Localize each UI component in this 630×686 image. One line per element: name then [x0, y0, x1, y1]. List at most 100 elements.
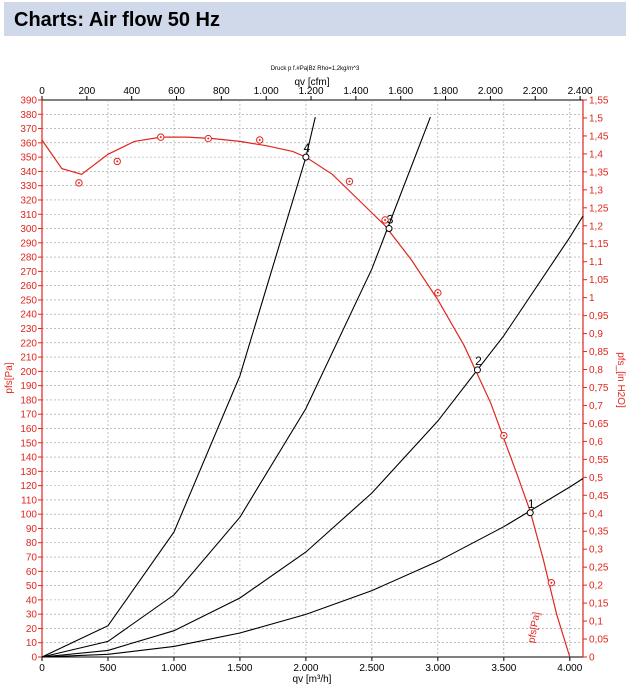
fan-curve-marker-dot: [207, 137, 210, 140]
y-left-tick-label: 0: [31, 653, 37, 664]
y-left-tick-label: 290: [20, 238, 37, 249]
y-left-tick-label: 90: [26, 524, 38, 535]
y-left-tick-label: 360: [20, 138, 37, 149]
y-left-tick-label: 130: [20, 467, 37, 478]
fan-curve-marker-dot: [502, 434, 505, 437]
x-top-tick-label: 1.600: [388, 86, 413, 97]
y-right-tick-label: 0,6: [589, 437, 603, 448]
y-left-tick-label: 310: [20, 210, 37, 221]
y-right-tick-label: 1,2: [589, 221, 603, 232]
y-left-tick-label: 180: [20, 395, 37, 406]
y-right-tick-label: 0,55: [589, 455, 609, 466]
y-right-tick-label: 0,9: [589, 329, 603, 340]
y-right-tick-label: 0,7: [589, 401, 603, 412]
fan-curve-marker-dot: [384, 218, 387, 221]
y-left-tick-label: 140: [20, 453, 37, 464]
y-right-tick-label: 0,5: [589, 473, 603, 484]
y-right-tick-label: 1,3: [589, 185, 603, 196]
y-left-tick-label: 340: [20, 167, 37, 178]
x-top-tick-label: 1.200: [299, 86, 324, 97]
y-right-tick-label: 1,25: [589, 203, 609, 214]
x-bottom-tick-label: 1.500: [227, 663, 252, 674]
y-left-tick-label: 280: [20, 253, 37, 264]
x-top-tick-label: 1.000: [254, 86, 279, 97]
y-left-tick-label: 350: [20, 153, 37, 164]
x-top-tick-label: 0: [39, 86, 45, 97]
y-left-tick-label: 390: [20, 96, 37, 107]
plot-area: [41, 99, 584, 658]
y-right-tick-label: 1,1: [589, 257, 603, 268]
y-right-axis-label: pfs_[in H2O]: [615, 352, 626, 408]
system-curve-2: [41, 215, 584, 658]
y-right-tick-label: 1,15: [589, 239, 609, 250]
y-right-tick-label: 1,05: [589, 275, 609, 286]
y-left-tick-label: 170: [20, 410, 37, 421]
operating-point: [526, 509, 534, 517]
x-top-tick-label: 400: [123, 86, 140, 97]
fan-curve-marker-dot: [258, 138, 261, 141]
axes: 0 500 1.000 1.500 2.000 2.500 3.000 3.500 4.0000…: [20, 86, 609, 674]
fan-curve: [41, 133, 571, 658]
y-left-tick-label: 50: [26, 581, 38, 592]
y-left-tick-label: 330: [20, 181, 37, 192]
system-curve-3: [41, 116, 431, 658]
x-bottom-axis-label: qv [m³/h]: [293, 674, 332, 685]
fan-curve-marker-dot: [550, 581, 553, 584]
y-right-tick-label: 1: [589, 293, 595, 304]
header-bar: Charts: Air flow 50 Hz: [4, 2, 626, 36]
y-left-tick-label: 100: [20, 510, 37, 521]
y-right-tick-label: 0,35: [589, 527, 609, 538]
x-bottom-tick-label: 3.000: [425, 663, 450, 674]
x-top-tick-label: 1.800: [433, 86, 458, 97]
x-top-axis-label: qv [cfm]: [294, 77, 329, 88]
y-left-tick-label: 80: [26, 538, 38, 549]
page-title: Charts: Air flow 50 Hz: [14, 9, 220, 31]
y-left-tick-label: 220: [20, 338, 37, 349]
y-left-axis-label: pfs[Pa]: [4, 362, 15, 393]
fan-curve-marker-dot: [116, 160, 119, 163]
y-left-tick-label: 270: [20, 267, 37, 278]
y-left-tick-label: 380: [20, 110, 37, 121]
y-left-tick-label: 70: [26, 553, 38, 564]
fan-curve-marker-dot: [348, 180, 351, 183]
y-left-tick-label: 40: [26, 595, 38, 606]
y-left-tick-label: 150: [20, 438, 37, 449]
x-top-tick-label: 2.200: [523, 86, 548, 97]
y-right-tick-label: 0,4: [589, 509, 603, 520]
y-left-tick-label: 210: [20, 353, 37, 364]
y-left-tick-label: 20: [26, 624, 38, 635]
x-top-tick-label: 200: [78, 86, 95, 97]
y-left-tick-label: 190: [20, 381, 37, 392]
x-bottom-tick-label: 0: [39, 663, 45, 674]
y-right-tick-label: 0,85: [589, 347, 609, 358]
x-top-tick-label: 1.400: [343, 86, 368, 97]
y-right-tick-label: 0: [589, 653, 595, 664]
y-right-tick-label: 0,75: [589, 383, 609, 394]
operating-point: [302, 153, 310, 161]
fan-curve-label: pfs[Pa]: [526, 611, 542, 644]
y-right-tick-label: 0,05: [589, 635, 609, 646]
x-bottom-tick-label: 500: [100, 663, 117, 674]
operating-point-label: 3: [387, 213, 394, 227]
y-right-tick-label: 0,65: [589, 419, 609, 430]
y-right-tick-label: 0,8: [589, 365, 603, 376]
system-curve-4: [41, 116, 316, 658]
y-left-tick-label: 60: [26, 567, 38, 578]
x-bottom-tick-label: 3.500: [491, 663, 516, 674]
y-left-tick-label: 120: [20, 481, 37, 492]
operating-point-label: 1: [528, 497, 535, 511]
y-right-tick-label: 1,45: [589, 131, 609, 142]
y-right-tick-label: 0,3: [589, 545, 603, 556]
y-left-tick-label: 240: [20, 310, 37, 321]
operating-point: [385, 225, 393, 233]
y-left-tick-label: 370: [20, 124, 37, 135]
system-curve-1: [41, 478, 584, 658]
fan-curve-marker-dot: [159, 136, 162, 139]
y-right-tick-label: 1,35: [589, 167, 609, 178]
operating-points: 1 2 3 4: [302, 141, 535, 517]
y-left-tick-label: 200: [20, 367, 37, 378]
chart-subtitle: Druck p f.#Pa|Bz Rho=1,2kg/m^3: [271, 66, 360, 72]
x-bottom-tick-label: 1.000: [161, 663, 186, 674]
y-left-tick-label: 300: [20, 224, 37, 235]
operating-point: [473, 366, 481, 374]
